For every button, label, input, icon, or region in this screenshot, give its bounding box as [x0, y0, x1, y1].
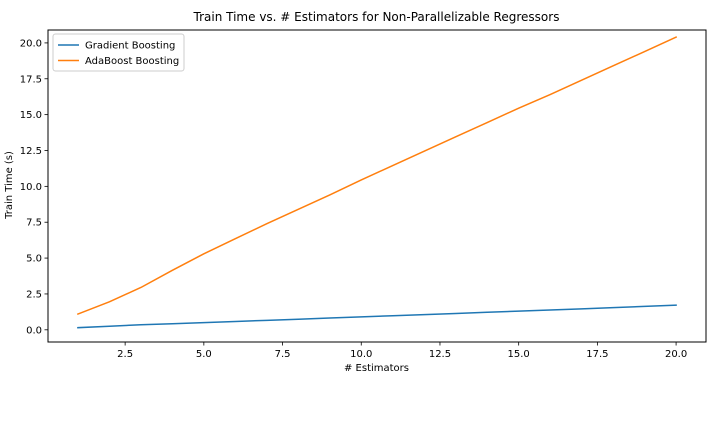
x-tick-label: 20.0 — [665, 349, 687, 360]
y-axis-label: Train Time (s) — [4, 151, 15, 220]
x-tick-label: 2.5 — [117, 349, 133, 360]
x-tick-label: 17.5 — [586, 349, 608, 360]
x-tick-label: 5.0 — [196, 349, 212, 360]
x-axis: 2.5 5.0 7.5 10.0 12.5 15.0 17.5 20.0 — [117, 342, 687, 360]
plot-area — [47, 29, 707, 343]
series-line-gradient-boosting — [77, 304, 677, 329]
x-axis-label: # Estimators — [344, 363, 409, 374]
legend-label: AdaBoost Boosting — [85, 56, 179, 67]
y-tick-label: 0.0 — [26, 325, 42, 336]
legend: Gradient Boosting AdaBoost Boosting — [52, 33, 185, 72]
y-axis: 0.0 2.5 5.0 7.5 10.0 12.5 15.0 17.5 20.0 — [20, 38, 48, 336]
y-tick-label: 10.0 — [20, 182, 42, 193]
x-tick-label: 15.0 — [508, 349, 530, 360]
chart-title: Train Time vs. # Estimators for Non-Para… — [193, 10, 560, 24]
x-tick-label: 7.5 — [275, 349, 291, 360]
y-tick-label: 12.5 — [20, 146, 42, 157]
y-tick-label: 20.0 — [20, 38, 42, 49]
axes-frame — [47, 29, 707, 343]
y-tick-label: 2.5 — [26, 289, 42, 300]
x-tick-label: 10.0 — [350, 349, 372, 360]
y-tick-label: 7.5 — [26, 218, 42, 229]
y-tick-label: 17.5 — [20, 74, 42, 85]
legend-box — [52, 33, 185, 72]
x-tick-label: 12.5 — [429, 349, 451, 360]
legend-label: Gradient Boosting — [85, 41, 175, 52]
series-line-adaboost-boosting — [76, 36, 678, 316]
y-tick-label: 5.0 — [26, 254, 42, 265]
y-tick-label: 15.0 — [20, 110, 42, 121]
